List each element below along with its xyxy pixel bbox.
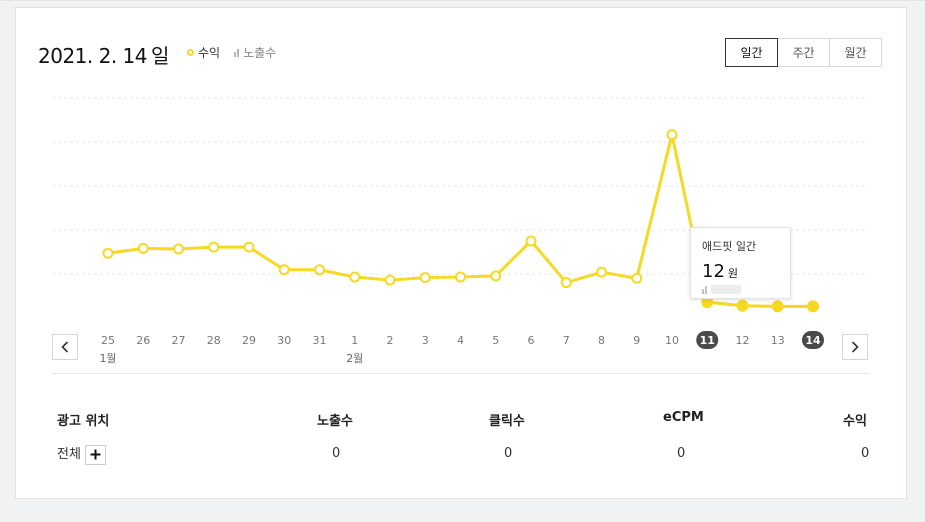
chart-legend: 수익 노출수 xyxy=(187,44,276,61)
x-tick-label: 29 xyxy=(242,334,256,347)
legend-revenue-label: 수익 xyxy=(198,46,221,60)
chart-tooltip: 애드핏 일간 12 원 xyxy=(690,227,791,299)
data-point xyxy=(137,242,149,254)
row-impressions: 0 xyxy=(332,446,341,461)
date-label: 2021. 2. 14 xyxy=(38,44,148,68)
col-header-revenue: 수익 xyxy=(843,414,867,429)
data-point xyxy=(243,241,255,253)
section-divider xyxy=(52,373,870,374)
chart-prev-button[interactable] xyxy=(52,334,78,360)
data-point xyxy=(596,266,607,278)
x-tick-label: 27 xyxy=(172,334,186,347)
data-point xyxy=(771,300,784,313)
legend-item-revenue[interactable]: 수익 xyxy=(187,44,220,61)
data-point xyxy=(102,247,114,259)
x-tick-label: 30 xyxy=(277,334,291,347)
data-point xyxy=(314,264,325,276)
x-tick-label: 28 xyxy=(207,334,221,347)
month-label: 1월 xyxy=(99,352,116,365)
chevron-right-icon xyxy=(851,341,859,353)
col-header-clicks: 클릭수 xyxy=(489,414,525,429)
col-header-ecpm: eCPM xyxy=(663,410,704,425)
row-revenue: 0 xyxy=(861,446,870,461)
tab-weekly[interactable]: 주간 xyxy=(777,38,830,67)
tooltip-unit: 원 xyxy=(727,267,739,280)
x-tick-label: 10 xyxy=(665,334,679,347)
chart-next-button[interactable] xyxy=(842,334,868,360)
x-tick-label: 13 xyxy=(771,334,785,347)
row-label: 전체 xyxy=(57,447,81,462)
chevron-left-icon xyxy=(61,341,69,353)
x-tick-label: 4 xyxy=(457,334,464,347)
top-border xyxy=(0,0,925,1)
tab-daily[interactable]: 일간 xyxy=(725,38,778,67)
date-unit-label: 일 xyxy=(151,44,169,68)
expand-button[interactable] xyxy=(84,444,106,465)
blurred-value xyxy=(711,285,741,294)
data-point xyxy=(525,235,537,247)
x-tick-label: 26 xyxy=(136,334,150,347)
data-point xyxy=(208,241,220,253)
data-point xyxy=(384,274,396,286)
data-point xyxy=(173,243,184,255)
x-tick-label: 9 xyxy=(633,334,640,347)
plus-icon xyxy=(90,449,101,460)
x-tick-label: 7 xyxy=(563,334,570,347)
selected-date-badge xyxy=(802,331,824,349)
circle-icon xyxy=(187,49,194,56)
data-point xyxy=(349,271,361,283)
col-header-placement: 광고 위치 xyxy=(57,414,110,429)
data-point xyxy=(736,299,749,312)
x-tick-label: 11 xyxy=(700,334,715,347)
x-tick-label: 1 xyxy=(351,334,358,347)
data-point xyxy=(807,300,819,313)
col-header-impressions: 노출수 xyxy=(317,414,353,429)
x-tick-label: 25 xyxy=(101,334,115,347)
tooltip-title: 애드핏 일간 xyxy=(702,240,757,253)
data-point xyxy=(560,277,572,289)
legend-impressions-label: 노출수 xyxy=(243,46,277,60)
x-tick-label: 14 xyxy=(805,334,821,347)
bar-chart-icon xyxy=(702,286,707,294)
month-label: 2월 xyxy=(346,352,363,365)
row-label-cell: 전체 xyxy=(57,443,106,465)
x-tick-label: 6 xyxy=(528,334,535,347)
data-point xyxy=(419,272,431,284)
x-tick-label: 5 xyxy=(492,334,499,347)
x-tick-label: 2 xyxy=(387,334,394,347)
data-point xyxy=(631,272,643,284)
data-point xyxy=(278,264,290,276)
selected-date-badge xyxy=(696,331,719,349)
data-point xyxy=(666,129,678,141)
legend-item-impressions[interactable]: 노출수 xyxy=(234,44,276,61)
page-title: 2021. 2. 14 일 xyxy=(38,40,169,69)
row-clicks: 0 xyxy=(504,446,513,461)
tooltip-value: 12 원 xyxy=(702,261,739,282)
bar-chart-icon xyxy=(234,48,240,57)
tooltip-impressions xyxy=(702,284,779,294)
tab-monthly[interactable]: 월간 xyxy=(829,38,882,67)
x-tick-label: 31 xyxy=(313,334,327,347)
data-point xyxy=(455,271,466,283)
period-tab-group: 일간 주간 월간 xyxy=(725,38,882,67)
data-point xyxy=(490,270,502,282)
x-tick-label: 3 xyxy=(422,334,429,347)
row-ecpm: 0 xyxy=(677,446,686,461)
x-tick-label: 8 xyxy=(598,334,605,347)
x-tick-label: 12 xyxy=(736,334,750,347)
